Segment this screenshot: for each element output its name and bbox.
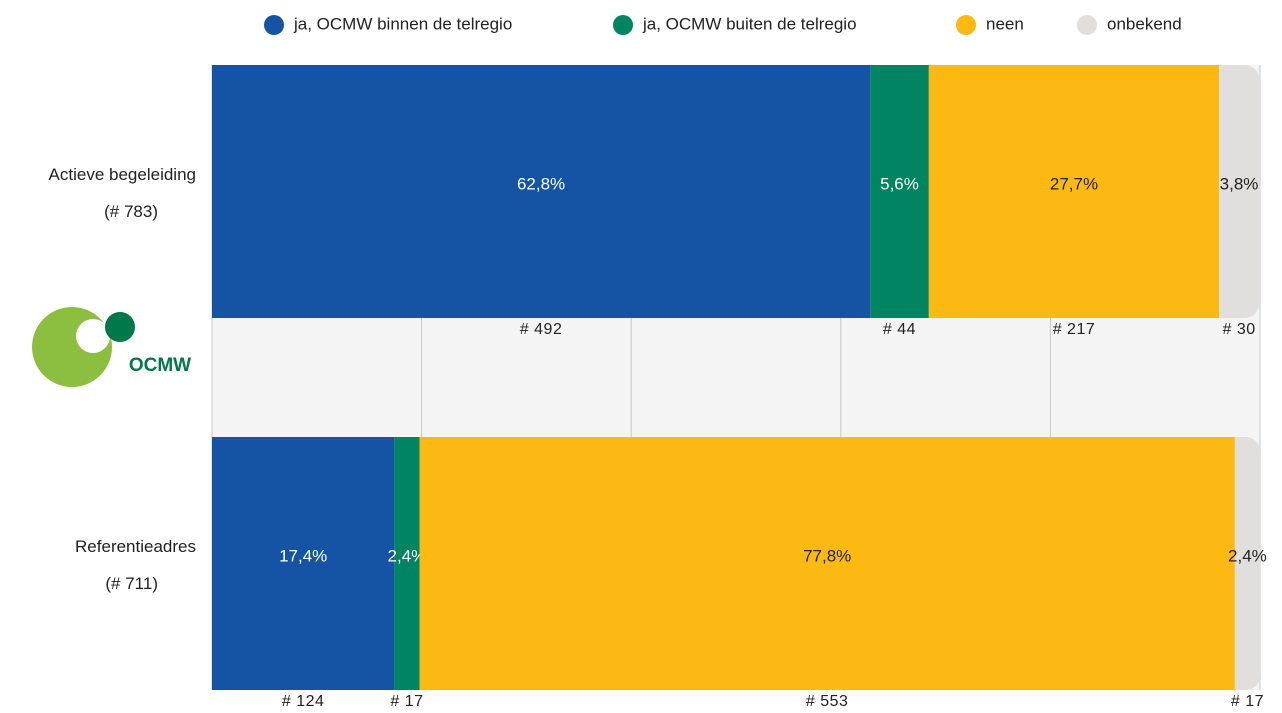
bar-segment [394, 437, 420, 690]
bar-segment [1219, 65, 1259, 318]
value-label: 17,4% [279, 546, 327, 565]
count-label: # 17 [390, 693, 423, 710]
legend-label: ja, OCMW buiten de telregio [642, 14, 857, 33]
legend-label: neen [986, 14, 1024, 33]
value-label: 2,4% [1228, 546, 1267, 565]
bar-segment [928, 65, 1220, 318]
value-label: 2,4% [388, 546, 427, 565]
logo: OCMW [32, 307, 208, 387]
logo-dot [105, 312, 135, 342]
legend-swatch [264, 15, 284, 35]
count-label: # 217 [1053, 321, 1096, 338]
category-label: Actieve begeleiding [49, 165, 196, 184]
value-label: 27,7% [1050, 174, 1098, 193]
value-label: 3,8% [1220, 174, 1259, 193]
value-label: 5,6% [880, 174, 919, 193]
legend-swatch [1077, 15, 1097, 35]
legend-label: ja, OCMW binnen de telregio [293, 14, 512, 33]
bar-segment [1234, 437, 1260, 690]
bar-segment [212, 65, 871, 318]
count-label: # 124 [282, 693, 325, 710]
value-label: 77,8% [803, 546, 851, 565]
category-count: (# 711) [105, 574, 158, 593]
bar-segment [419, 437, 1235, 690]
logo-text: OCMW [129, 355, 191, 376]
count-label: # 492 [520, 321, 563, 338]
count-label: # 30 [1222, 321, 1255, 338]
category-label: Referentieadres [75, 537, 196, 556]
logo-cutout [76, 319, 110, 353]
logo-text-bg [112, 352, 208, 378]
bar-segment [870, 65, 929, 318]
legend-swatch [956, 15, 976, 35]
count-label: # 553 [806, 693, 849, 710]
count-label: # 17 [1231, 693, 1264, 710]
category-count: (# 783) [104, 202, 158, 221]
count-label: # 44 [883, 321, 916, 338]
legend-swatch [613, 15, 633, 35]
value-label: 62,8% [517, 174, 565, 193]
bar-segment [212, 437, 395, 690]
legend-label: onbekend [1107, 14, 1182, 33]
